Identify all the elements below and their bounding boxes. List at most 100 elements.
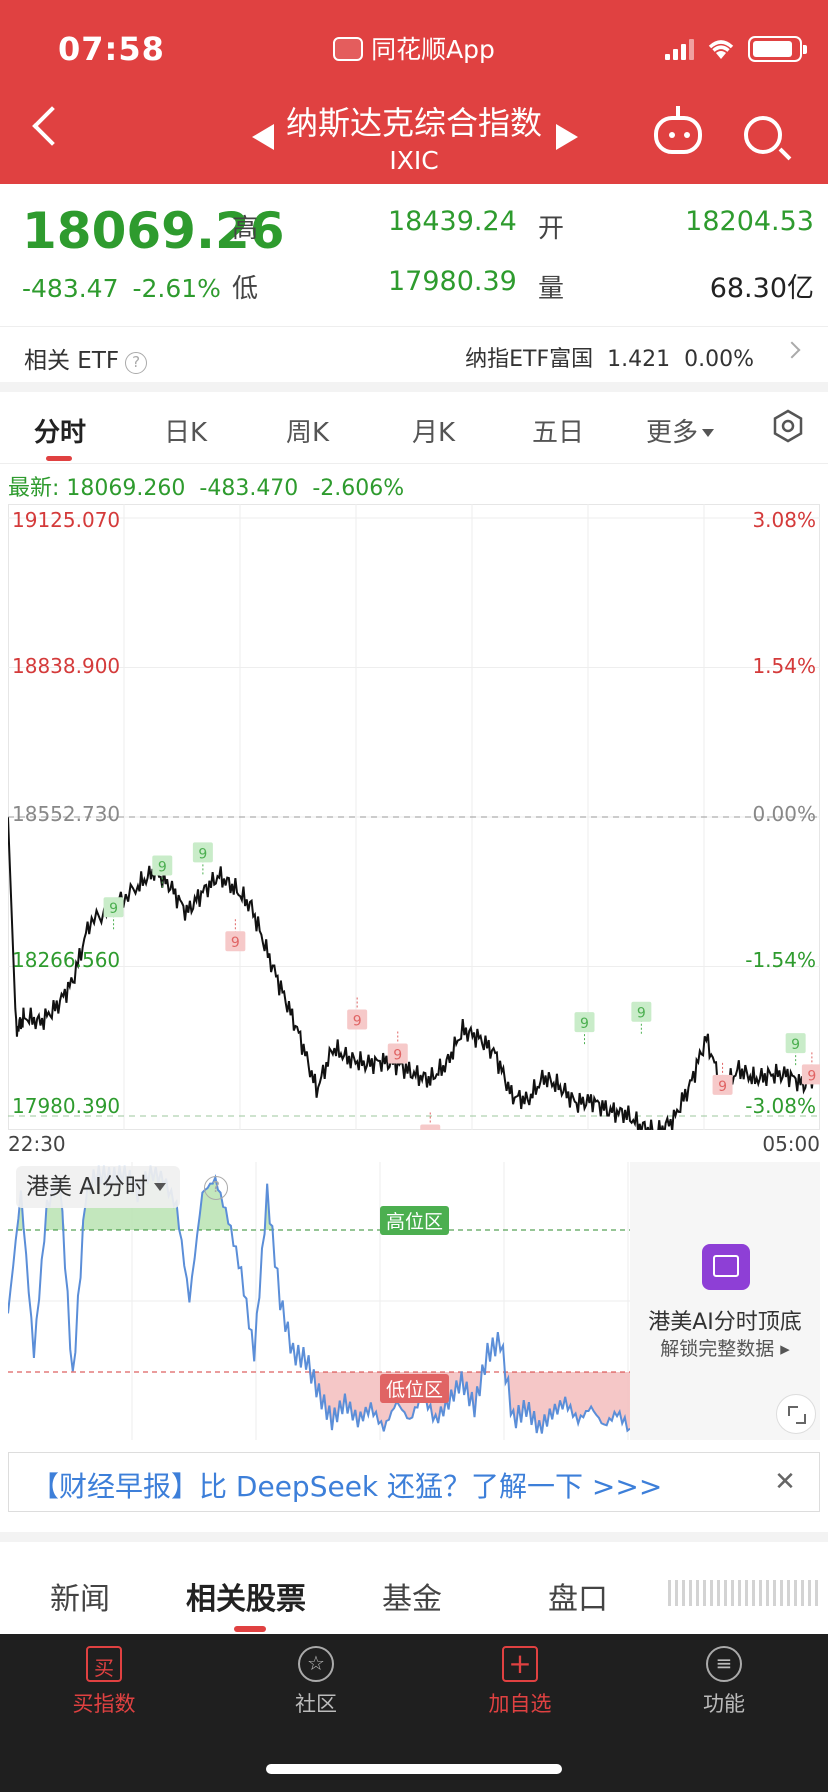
status-app-name: 同花顺App	[371, 35, 495, 64]
ai-indicator-selector[interactable]: 港美 AI分时	[16, 1166, 180, 1208]
wifi-icon	[708, 40, 734, 59]
add-icon: +	[502, 1646, 538, 1682]
etf-label: 相关 ETF?	[24, 341, 148, 375]
menu-icon-glyph: ≡	[715, 1651, 733, 1675]
signal-label: 9	[807, 1068, 816, 1084]
sell-signal-marker	[712, 1074, 733, 1095]
time-start-label: 22:30	[8, 1132, 66, 1156]
latest-readout: 最新: 18069.260 -483.470 -2.606%	[8, 470, 418, 502]
signal-label: 9	[637, 1006, 646, 1022]
next-index-icon[interactable]	[556, 124, 578, 150]
high-zone-fill	[8, 1166, 630, 1230]
caret-down-icon	[153, 1183, 166, 1191]
etf-name: 纳指ETF富国	[465, 347, 594, 372]
tab-daily-k[interactable]: 日K	[164, 418, 208, 448]
latest-price: 最新: 18069.260	[8, 476, 186, 501]
etf-label-text: 相关 ETF	[24, 348, 120, 374]
prev-index-icon[interactable]	[252, 124, 274, 150]
ai-indicator-chart[interactable]	[8, 1162, 630, 1440]
tab-related-stocks[interactable]: 相关股票	[186, 1574, 306, 1632]
tab-more-label: 更多	[646, 418, 699, 448]
open-label: 开	[538, 214, 565, 244]
signal-label: 9	[353, 1014, 362, 1030]
sell-signal-marker	[801, 1064, 820, 1085]
divider	[0, 1532, 828, 1542]
y-tick-label: 18838.900	[12, 654, 121, 678]
low-zone-fill	[8, 1372, 630, 1434]
y-tick-label: 18552.730	[12, 802, 121, 826]
functions-button[interactable]: ≡ 功能	[624, 1634, 824, 1718]
latest-pct: -2.606%	[312, 476, 405, 501]
banner-text[interactable]: 【财经早报】比 DeepSeek 还猛？了解一下 >>>	[31, 1470, 663, 1503]
buy-index-label: 买指数	[72, 1692, 136, 1716]
latest-change: -483.470	[199, 476, 299, 501]
volume-value: 68.30亿	[709, 273, 814, 304]
signal-label: 9	[718, 1079, 727, 1095]
change-value: -483.47	[22, 274, 119, 303]
buy-icon-glyph: 买	[94, 1656, 114, 1680]
status-app-label: 同花顺App	[0, 30, 828, 66]
more-tabs-fade[interactable]	[668, 1580, 818, 1606]
header: 07:58 同花顺App 纳斯达克综合指数 IXIC	[0, 0, 828, 184]
tab-weekly-k[interactable]: 周K	[286, 418, 330, 448]
menu-icon: ≡	[706, 1646, 742, 1682]
news-banner[interactable]: 【财经早报】比 DeepSeek 还猛？了解一下 >>> ✕	[8, 1452, 820, 1512]
high-value: 18439.24	[388, 206, 517, 237]
buy-signal-marker	[192, 842, 213, 863]
buy-signal-marker	[103, 897, 124, 918]
signal-icon	[665, 38, 694, 60]
nav-code: IXIC	[389, 146, 439, 175]
low-value: 17980.39	[388, 266, 517, 297]
y-tick-label: 17980.390	[12, 1094, 121, 1118]
related-etf-bar[interactable]: 相关 ETF? 纳指ETF富国 1.421 0.00%	[0, 326, 828, 382]
high-zone-tag: 高位区	[380, 1206, 450, 1235]
status-icons	[665, 34, 807, 64]
tab-news[interactable]: 新闻	[50, 1582, 110, 1617]
signal-label: 9	[109, 901, 118, 917]
close-icon[interactable]: ✕	[774, 1467, 796, 1497]
y-tick-label: 18266.560	[12, 948, 121, 972]
divider	[0, 382, 828, 392]
community-icon-glyph: ☆	[307, 1651, 325, 1675]
tab-monthly-k[interactable]: 月K	[412, 418, 456, 448]
tab-intraday[interactable]: 分时	[34, 412, 86, 461]
help-icon[interactable]: ?	[125, 352, 148, 374]
community-icon: ☆	[298, 1646, 334, 1682]
ai-chart-icon	[702, 1244, 750, 1290]
sell-signal-marker	[347, 1009, 368, 1030]
low-zone-tag: 低位区	[380, 1374, 450, 1403]
add-watchlist-button[interactable]: + 加自选	[420, 1634, 620, 1718]
sell-signal-marker	[387, 1043, 408, 1064]
search-icon[interactable]	[744, 116, 782, 154]
buy-index-button[interactable]: 买 买指数	[4, 1634, 204, 1718]
signal-label: 9	[158, 859, 167, 875]
help-icon[interactable]: ?	[204, 1176, 228, 1200]
status-time: 07:58	[58, 30, 165, 68]
settings-hex-icon[interactable]	[770, 408, 806, 444]
current-price: 18069.26	[22, 202, 285, 260]
ai-promo-unlock[interactable]: 解锁完整数据 ▸	[660, 1338, 790, 1360]
community-button[interactable]: ☆ 社区	[216, 1634, 416, 1718]
tab-funds[interactable]: 基金	[382, 1582, 442, 1617]
nav-title: 纳斯达克综合指数	[285, 104, 542, 142]
ai-promo-panel[interactable]: 港美AI分时顶底 解锁完整数据 ▸	[630, 1162, 820, 1440]
robot-assistant-icon[interactable]	[654, 106, 702, 154]
expand-icon[interactable]	[776, 1394, 816, 1434]
tab-more[interactable]: 更多	[646, 412, 715, 449]
time-end-label: 05:00	[762, 1132, 820, 1156]
ai-promo-title: 港美AI分时顶底	[648, 1310, 802, 1335]
sell-signal-marker	[225, 931, 246, 952]
buy-icon: 买	[86, 1646, 122, 1682]
sell-signal-marker	[420, 1124, 441, 1130]
intraday-chart[interactable]: 999999999999	[8, 504, 820, 1130]
tab-five-day[interactable]: 五日	[532, 418, 585, 448]
signal-label: 9	[426, 1128, 435, 1130]
signal-label: 9	[198, 846, 207, 862]
tab-order-book[interactable]: 盘口	[548, 1582, 608, 1617]
community-label: 社区	[295, 1692, 337, 1716]
ai-label: 港美 AI分时	[26, 1174, 148, 1200]
pct-tick-label: 0.00%	[752, 802, 816, 826]
add-icon-glyph: +	[508, 1647, 532, 1680]
change-pct: -2.61%	[132, 274, 221, 303]
signal-label: 9	[791, 1037, 800, 1053]
